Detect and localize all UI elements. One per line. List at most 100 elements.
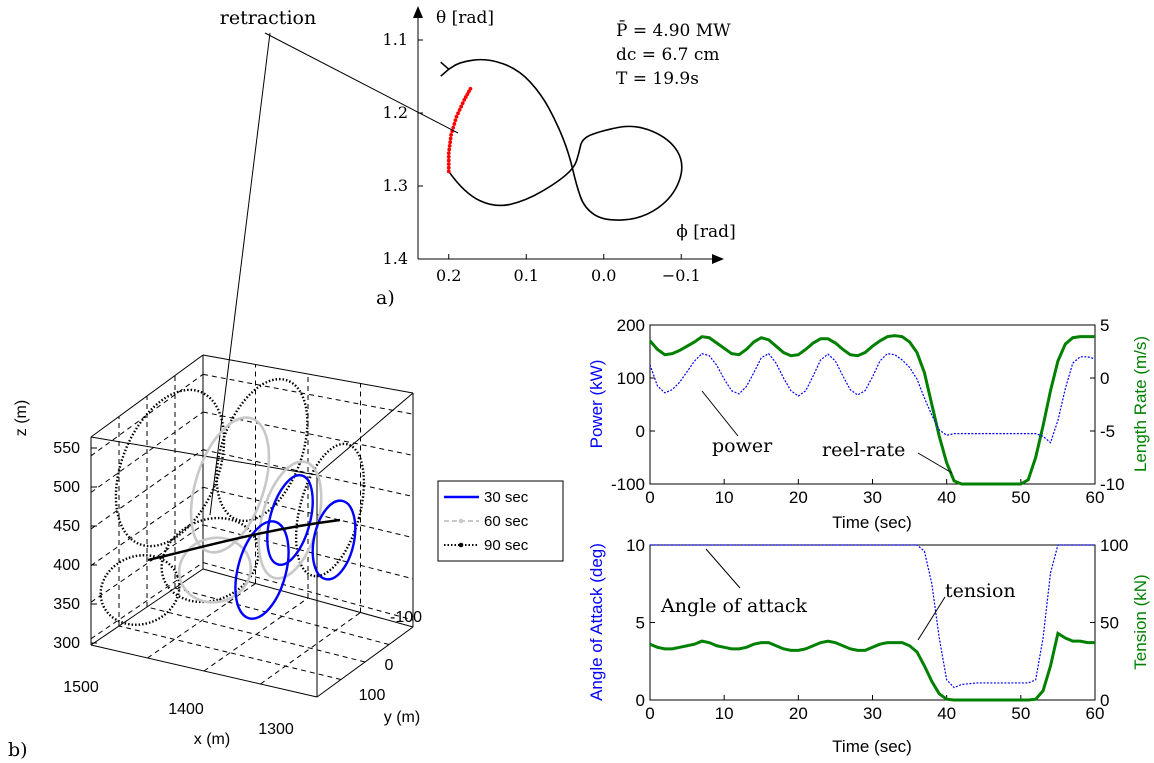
angle-plot-xtick-label: 10 <box>715 704 734 723</box>
panel-a-xlabel: ϕ [rad] <box>676 222 735 242</box>
power-plot-xtick-label: 0 <box>645 488 654 507</box>
angle-plot-xtick-label: 40 <box>937 704 956 723</box>
panel-a-xtick-label: 0.1 <box>514 266 539 285</box>
retraction-point <box>448 140 453 145</box>
panel-a-x-arrowhead <box>712 254 724 264</box>
legend-entry-30s: 30 sec <box>484 489 529 506</box>
retraction-point <box>452 122 457 126</box>
x-tick-label: 1400 <box>168 701 204 718</box>
power-axis-label: Power (kW) <box>587 360 606 449</box>
y-tick-label: 0 <box>385 657 394 674</box>
power-plot-y2tick-label: -5 <box>1100 422 1115 441</box>
power-plot-xtick-label: 40 <box>937 488 956 507</box>
retraction-label: retraction <box>220 7 316 29</box>
power-annotation-pointer <box>701 390 739 437</box>
panel-a-ytick-label: 1.3 <box>383 176 408 195</box>
panel-b-zlabel: z (m) <box>13 400 30 436</box>
box-edge <box>202 568 414 628</box>
tension-line <box>649 630 1095 702</box>
angle-plot-xtick-label: 20 <box>789 704 808 723</box>
trajectory-retraction-line <box>147 518 341 562</box>
x-tick-label: 1300 <box>258 721 294 738</box>
grid-line <box>90 486 204 566</box>
power-plot-ytick-label: -100 <box>611 475 645 494</box>
retraction-point <box>446 151 451 156</box>
panel-b-label: b) <box>8 739 28 761</box>
reel-rate-annotation: reel-rate <box>822 439 905 461</box>
retraction-point <box>462 97 467 102</box>
reel-rate-annotation-pointer <box>917 452 953 474</box>
z-tick-label: 400 <box>53 557 80 574</box>
retraction-point <box>468 86 473 91</box>
z-tick-label: 300 <box>53 635 80 652</box>
box-edge <box>202 354 414 394</box>
panel-a-trajectory-plot: 0.2 0.1 0.0 −0.1 1.1 1.2 1.3 1.4 θ [rad] ϕ [rad… <box>209 6 736 516</box>
reel-rate-line <box>648 334 1095 486</box>
panel-a-xtick-label: −0.1 <box>662 266 701 285</box>
trajectory-30s-loop <box>234 520 290 620</box>
angle-plot-ytick-label: 0 <box>636 691 645 710</box>
panel-b-ylabel: y (m) <box>384 709 420 726</box>
retraction-point <box>460 101 465 106</box>
angle-plot-ytick-label: 10 <box>626 536 645 555</box>
legend-marker-60s <box>458 518 464 524</box>
grid-line <box>147 583 256 659</box>
retraction-point <box>447 147 452 152</box>
angle-plot-y2tick-label: 50 <box>1100 614 1119 633</box>
trajectory-90s-loop <box>114 388 226 548</box>
legend-entry-60s: 60 sec <box>484 513 529 530</box>
power-annotation: power <box>712 435 773 457</box>
angle-plot-xtick-label: 0 <box>645 704 654 723</box>
z-tick-label: 500 <box>53 479 80 496</box>
trajectory-60s-loop <box>177 536 253 604</box>
panel-a-label: a) <box>376 287 395 309</box>
power-plot-xtick-label: 20 <box>789 488 808 507</box>
box-edge <box>90 568 204 646</box>
panel-b-3d-box <box>90 354 414 698</box>
y-tick-label: -100 <box>390 609 422 626</box>
panel-a-ytick-label: 1.1 <box>383 30 408 49</box>
panel-a-ytick-label: 1.2 <box>383 103 408 122</box>
box-edge <box>90 354 204 438</box>
retraction-point <box>446 154 451 159</box>
trajectory-90s-loop <box>160 516 260 604</box>
panel-b-3d-trajectories <box>99 377 366 626</box>
length-rate-axis-label: Length Rate (m/s) <box>1131 336 1150 472</box>
panel-a-retraction-segment <box>446 86 473 174</box>
panel-a-direction-arrow <box>440 61 450 77</box>
angle-plot-xtick-label: 30 <box>863 704 882 723</box>
power-plot-y2tick-label: -10 <box>1100 475 1125 494</box>
retraction-pointer-a <box>264 32 459 134</box>
y-tick-label: 100 <box>359 687 386 704</box>
angle-of-attack-annotation: Angle of attack <box>660 595 808 617</box>
retraction-point <box>467 89 471 94</box>
z-tick-label: 450 <box>53 518 80 535</box>
panel-b-legend: 30 sec 60 sec 90 sec <box>437 480 564 562</box>
grid-line <box>90 411 204 493</box>
power-plot-y2tick-label: 5 <box>1100 316 1109 335</box>
power-plot-ytick-label: 100 <box>617 369 645 388</box>
angle-of-attack-line <box>650 544 1095 689</box>
angle-plot-frame <box>649 544 1096 701</box>
power-plot-xlabel: Time (sec) <box>832 513 912 532</box>
angle-plot-xlabel: Time (sec) <box>832 737 912 756</box>
panel-a-flight-path <box>448 58 683 221</box>
grid-line <box>260 612 361 685</box>
power-plot-xtick-label: 60 <box>1086 488 1105 507</box>
retraction-point <box>457 108 462 112</box>
retraction-point <box>465 92 470 97</box>
retraction-point <box>448 136 453 141</box>
panel-a-y-arrowhead <box>413 6 423 18</box>
power-plot-ytick-label: 0 <box>636 422 645 441</box>
retraction-point <box>446 165 451 170</box>
box-edge <box>316 392 414 476</box>
power-line <box>649 352 1096 444</box>
tension-annotation: tension <box>945 580 1016 602</box>
retraction-point <box>454 114 459 119</box>
retraction-point <box>459 104 464 109</box>
tension-axis-label: Tension (kN) <box>1131 574 1150 669</box>
panel-b-3d-plot: 300 350 400 450 500 550 1500 1400 1300 -100 0 100 z… <box>8 354 564 761</box>
legend-entry-90s: 90 sec <box>484 537 529 554</box>
angle-plot-xtick-label: 60 <box>1086 704 1105 723</box>
